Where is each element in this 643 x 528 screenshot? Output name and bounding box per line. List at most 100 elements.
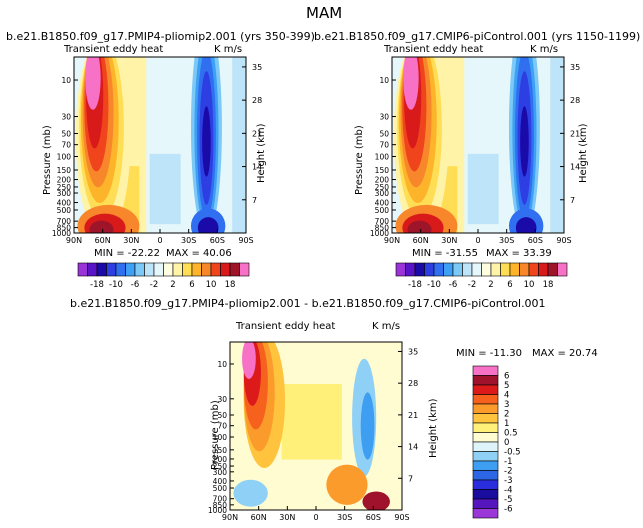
nh-contour-6	[85, 57, 101, 110]
sh-contour-4	[520, 106, 529, 177]
max-label-difference: MAX = 20.74	[532, 348, 598, 359]
x-tick-label: 30N	[123, 236, 139, 245]
y2-tick-label: 35	[570, 63, 580, 72]
y2-tick-label: 21	[252, 129, 262, 138]
colorbar-box-0	[96, 262, 107, 277]
contour-field-0	[74, 57, 246, 233]
y-tick-label: 200	[213, 455, 228, 464]
diff-warm	[281, 384, 342, 460]
diff-colorbar-box	[472, 489, 499, 500]
units-label-difference: K m/s	[372, 321, 401, 332]
x-tick-label: 60N	[251, 513, 267, 522]
diff-colorbar-box	[472, 470, 499, 481]
colorbar-box-1	[500, 262, 511, 277]
diff-colorbar-box	[472, 384, 499, 395]
colorbar-box-0	[182, 262, 193, 277]
x-tick-label: 90N	[66, 236, 82, 245]
y-tick-label: 250	[213, 462, 228, 471]
colorbar-box-0	[163, 262, 174, 277]
colorbar-label: -18	[408, 280, 422, 290]
y-tick-label: 50	[379, 129, 389, 138]
x-tick-label: 30S	[499, 236, 514, 245]
y-tick-label: 10	[379, 76, 389, 85]
polar-band	[550, 57, 564, 233]
y-tick-label: 50	[61, 129, 71, 138]
x-tick-label: 90S	[556, 236, 571, 245]
colorbar-box-0	[153, 262, 164, 277]
diff-colorbar-label: -2	[504, 467, 512, 477]
cool-tropics	[467, 153, 499, 225]
colorbar-label: 6	[189, 280, 194, 290]
diff-colorbar-label: 4	[504, 391, 509, 401]
panel-title-difference: b.e21.B1850.f09_g17.PMIP4-pliomip2.001 -…	[70, 297, 546, 310]
diff-colorbar-label: -1	[504, 457, 512, 467]
diff-colorbar-label: -5	[504, 495, 512, 505]
diff-colorbar-box	[472, 479, 499, 490]
sh-lower-1	[515, 217, 537, 233]
y-tick-label: 100	[57, 153, 72, 162]
y2-tick-label: 14	[570, 163, 580, 172]
y2-tick-label: 21	[570, 129, 580, 138]
diff-colorbar-label: 1	[504, 419, 509, 429]
colorbar-box-0	[134, 262, 145, 277]
y-tick-label: 1000	[208, 506, 227, 515]
x-tick-label: 90N	[384, 236, 400, 245]
colorbar-box-0	[191, 262, 202, 277]
x-tick-label: 30N	[441, 236, 457, 245]
max-label-pliomip: MAX = 40.06	[166, 248, 232, 259]
y2-tick-label: 14	[252, 163, 262, 172]
colorbar-box-1	[414, 262, 425, 277]
colorbar-box-0	[239, 262, 250, 277]
colorbar-box-1	[547, 262, 558, 277]
colorbar-box-0	[77, 262, 88, 277]
sh-contour-4	[202, 106, 211, 177]
colorbar-label: -6	[131, 280, 139, 290]
polar-band	[232, 57, 246, 233]
colorbar-box-0	[115, 262, 126, 277]
y-tick-label: 10	[61, 76, 71, 85]
y-tick-label: 250	[375, 183, 390, 192]
y2-tick-label: 21	[408, 411, 418, 420]
diff-colorbar-box	[472, 365, 499, 376]
y-tick-label: 400	[213, 477, 228, 486]
x-tick-label: 0	[313, 513, 318, 522]
y-tick-label: 500	[57, 206, 72, 215]
colorbar-box-1	[528, 262, 539, 277]
y-tick-label: 700	[57, 217, 72, 226]
y-tick-label: 250	[57, 183, 72, 192]
min-label-picontrol: MIN = -31.55	[412, 248, 479, 259]
diff-colorbar-box	[472, 413, 499, 424]
colorbar-box-1	[481, 262, 492, 277]
y2-tick-label: 28	[408, 379, 418, 388]
diff-colorbar-label: -3	[504, 476, 512, 486]
y-tick-label: 850	[213, 501, 228, 510]
x-tick-label: 90S	[394, 513, 409, 522]
diff-colorbar-label: 0	[504, 438, 509, 448]
y-tick-label: 700	[375, 217, 390, 226]
y-tick-label: 200	[57, 176, 72, 185]
colorbar-box-1	[462, 262, 473, 277]
colorbar-label: -2	[468, 280, 476, 290]
diff-colorbar-box	[472, 508, 499, 519]
colorbar-box-0	[172, 262, 183, 277]
y-tick-label: 150	[57, 166, 72, 175]
y2-tick-label: 7	[252, 196, 257, 205]
y-tick-label: 400	[375, 199, 390, 208]
sh-lower-1	[197, 217, 219, 233]
y-tick-label: 400	[57, 199, 72, 208]
y-tick-label: 1000	[52, 229, 71, 238]
y-tick-label: 150	[213, 446, 228, 455]
y-tick-label: 50	[217, 411, 227, 420]
y2-tick-label: 35	[252, 63, 262, 72]
units-label-picontrol: K m/s	[530, 44, 559, 55]
colorbar-label: 10	[524, 280, 535, 290]
colorbar-label: -6	[449, 280, 457, 290]
diff-colorbar-box	[472, 422, 499, 433]
contour-field-2	[230, 342, 402, 510]
diff-colorbar-box	[472, 375, 499, 386]
diff-lower-2	[233, 479, 268, 507]
colorbar-box-1	[443, 262, 454, 277]
y2-tick-label: 28	[252, 96, 262, 105]
y-tick-label: 30	[217, 395, 227, 404]
